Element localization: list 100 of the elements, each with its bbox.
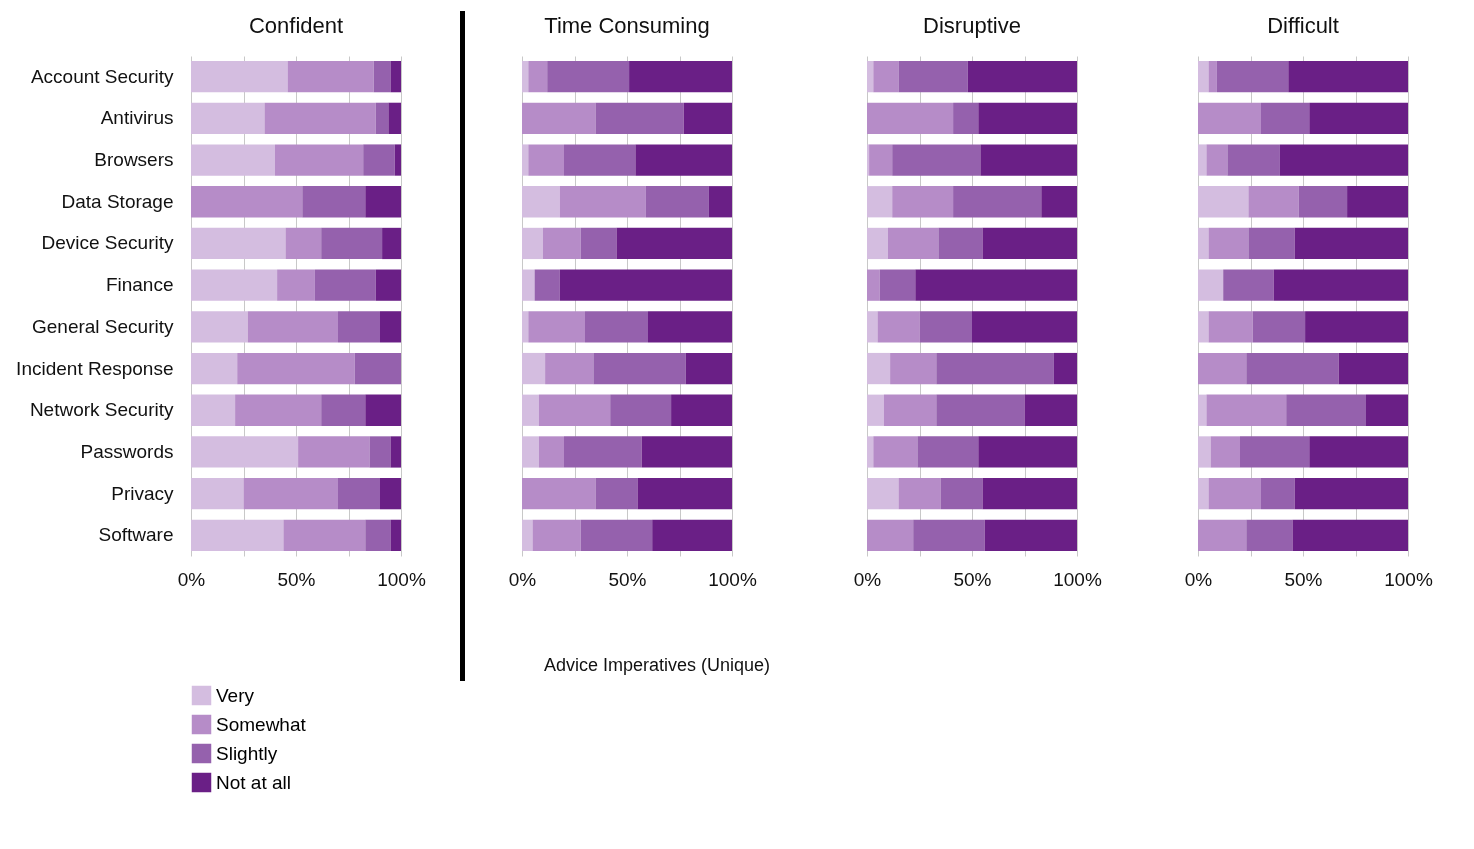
bar (1210, 436, 1240, 468)
x-tick-label: 100% (1384, 568, 1433, 590)
bar (538, 394, 611, 426)
bar (980, 144, 1077, 176)
x-tick-label: 50% (953, 568, 992, 590)
legend-label: Somewhat (216, 713, 307, 735)
bar (593, 352, 686, 385)
bar (522, 311, 529, 343)
bar (867, 61, 874, 93)
bar (1198, 436, 1211, 468)
bar (867, 144, 870, 176)
bar (867, 102, 954, 134)
y-tick-label: Passwords (80, 440, 174, 462)
bar (1240, 436, 1310, 468)
bar (1246, 519, 1293, 551)
bar (522, 352, 546, 385)
bar (1279, 144, 1408, 176)
bar (1198, 144, 1207, 176)
bar (1208, 61, 1217, 93)
x-tick-label: 50% (608, 568, 647, 590)
chart-title: Confident (248, 13, 344, 38)
y-tick-label: Browsers (94, 149, 174, 171)
bar (1208, 478, 1261, 510)
bar (275, 144, 364, 176)
bar (867, 478, 899, 510)
bar (1198, 269, 1224, 301)
bar (978, 436, 1077, 468)
bar (671, 394, 732, 426)
bar (873, 61, 899, 93)
bar (522, 436, 539, 468)
bar (191, 311, 248, 343)
bar (637, 478, 732, 510)
bar (390, 519, 401, 551)
y-tick-label: Network Security (29, 399, 174, 421)
bar (264, 102, 376, 134)
bar (1206, 394, 1287, 426)
bar (1248, 227, 1295, 260)
bar (235, 394, 322, 426)
chart-title: Difficult (1267, 13, 1339, 38)
bar (191, 436, 299, 468)
bar (898, 61, 968, 93)
bar (522, 227, 543, 260)
bar (191, 61, 288, 93)
x-tick-label: 0% (508, 568, 537, 590)
bar (1273, 269, 1408, 301)
bar (940, 478, 983, 510)
bar (867, 311, 878, 343)
bar (1053, 352, 1077, 385)
bar (522, 102, 596, 134)
bar (1347, 186, 1408, 218)
bar (191, 227, 286, 260)
y-tick-label: Account Security (30, 65, 174, 87)
bar (1041, 186, 1077, 218)
bar (277, 269, 315, 301)
bar (559, 269, 732, 301)
bar (314, 269, 376, 301)
bar (595, 102, 684, 134)
bar (595, 478, 638, 510)
bar (913, 519, 985, 551)
bar (982, 478, 1077, 510)
bar (191, 352, 238, 385)
bar (380, 311, 401, 343)
bar (191, 478, 244, 510)
bar (522, 144, 529, 176)
bar (1294, 478, 1408, 510)
y-tick-label: General Security (31, 315, 174, 337)
y-tick-label: Software (98, 524, 174, 546)
bar (648, 311, 732, 343)
bar (867, 394, 884, 426)
bar (867, 436, 874, 468)
bar (1294, 227, 1408, 260)
x-tick-label: 100% (708, 568, 757, 590)
bar (580, 519, 653, 551)
bar (1208, 311, 1253, 343)
bar (867, 519, 914, 551)
bar (867, 269, 880, 301)
x-tick-label: 100% (377, 568, 426, 590)
bar (610, 394, 672, 426)
bar (1198, 102, 1261, 134)
bar (1198, 519, 1247, 551)
bar (394, 144, 401, 176)
bar (354, 352, 401, 385)
bar (1198, 352, 1247, 385)
bar (1292, 519, 1408, 551)
bar (375, 102, 389, 134)
bar (237, 352, 355, 385)
bar (1216, 61, 1289, 93)
bar (641, 436, 732, 468)
bar (982, 227, 1077, 260)
y-tick-label: Data Storage (61, 190, 174, 212)
bar (532, 519, 581, 551)
bar (953, 186, 1042, 218)
bar (1246, 352, 1339, 385)
bar (879, 269, 916, 301)
bar (953, 102, 979, 134)
bar (616, 227, 732, 260)
bar (978, 102, 1077, 134)
bar (1206, 144, 1228, 176)
bar (1261, 102, 1310, 134)
bar (1198, 311, 1209, 343)
